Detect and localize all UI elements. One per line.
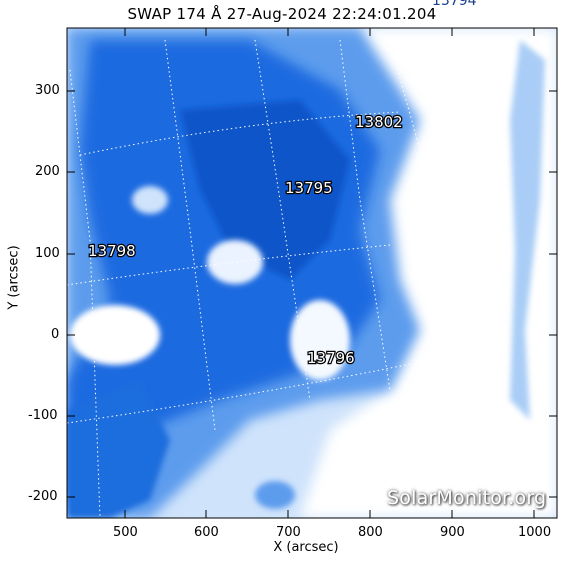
grid-longitude-4 [339,39,391,391]
region-label-13802: 13802 [355,113,403,131]
x-tick-900: 900 [440,525,465,540]
x-tick-500: 500 [113,525,138,540]
x-tick-1000: 1000 [518,525,552,540]
y-tick-100: 100 [35,246,60,261]
region-labels: 13802 13795 13798 13796 [87,112,404,369]
image-title: SWAP 174 Å 27-Aug-2024 22:24:01.204 [127,5,437,23]
dark-patch-bottom [255,481,295,509]
grid-latitude-3 [67,359,431,424]
x-tick-600: 600 [194,525,219,540]
plage-center [207,240,263,284]
plot-border [66,27,558,519]
y-tick-200: 200 [35,164,60,179]
watermark: SolarMonitor.org [387,487,547,509]
bright-region-right [300,28,557,518]
solar-image [67,28,557,518]
grid-latitude-1 [79,111,401,156]
region-label-13798: 13798 [88,242,136,260]
region-label-top: 13794 [432,0,477,9]
region-label-13796: 13796 [307,349,355,367]
limb-streak [510,40,545,420]
region-label-13795: 13795 [285,179,333,197]
x-tick-700: 700 [276,525,301,540]
y-tick-300: 300 [35,83,60,98]
y-tick-0: 0 [51,327,60,342]
grid-latitude-2 [67,244,391,286]
dark-core [180,100,350,280]
dark-region-bottom-left [67,380,170,518]
grid-longitude-5 [394,59,421,151]
plage-mid [290,300,350,380]
plage-left [70,305,160,365]
y-axis-label: Y (arcsec) [6,245,22,310]
y-tick-minus-100: -100 [28,408,58,423]
x-tick-800: 800 [358,525,383,540]
heliographic-grid [67,39,431,518]
x-axis-label: X (arcsec) [273,540,339,555]
grid-longitude-1 [69,69,101,518]
axis-ticks [67,28,557,518]
y-tick-minus-200: -200 [28,489,58,504]
plage-small [132,186,168,214]
grid-longitude-2 [164,39,216,431]
